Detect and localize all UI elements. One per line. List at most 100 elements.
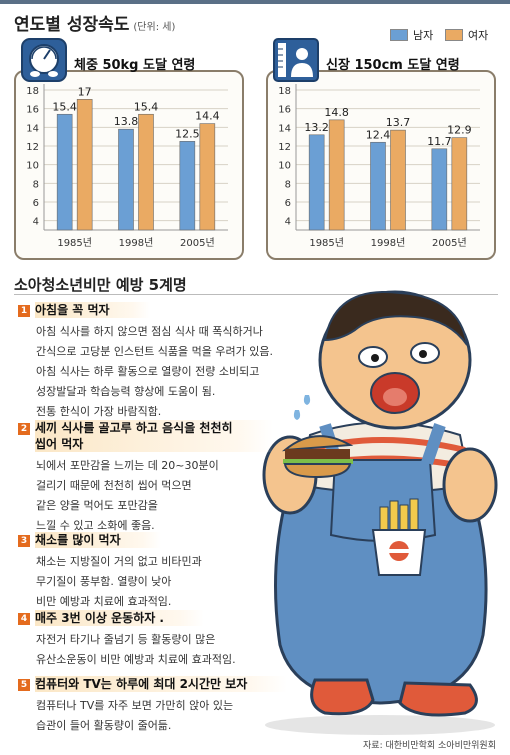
tip-heading: 4 매주 3번 이상 운동하자 .	[18, 610, 204, 626]
data-label: 15.4	[52, 100, 77, 113]
tip-body-line: 뇌에서 포만감을 느끼는 데 20~30분이	[36, 459, 219, 472]
tip-body-line: 컴퓨터나 TV를 자주 보면 가만히 앉아 있는	[36, 699, 234, 712]
tip-title: 컴퓨터와 TV는 하루에 최대 2시간만 보자	[35, 676, 288, 692]
tip-body: 아침 식사를 하지 않으면 점심 식사 때 폭식하거나 간식으로 고당분 인스턴트…	[36, 322, 273, 422]
tip-title: 세끼 식사를 골고루 하고 음식을 천천히 씹어 먹자	[35, 420, 273, 452]
tip-body-line: 자전거 타기나 줄넘기 등 활동량이 많은	[36, 633, 216, 646]
bar-female	[138, 113, 154, 231]
x-tick-label: 2005년	[180, 237, 215, 249]
legend-female: 여자	[445, 27, 488, 43]
y-tick-label: 6	[285, 198, 291, 209]
tip-body-line: 느낄 수 있고 소화에 좋음.	[36, 519, 155, 532]
top-bar	[0, 0, 510, 4]
height-measure-icon	[273, 38, 319, 82]
tip-title: 아침을 꼭 먹자	[35, 302, 150, 318]
tip-title-line: 매주 3번 이상 운동하자 .	[35, 611, 164, 625]
y-tick-label: 12	[278, 142, 291, 153]
section-title: 소아청소년비만 예방 5계명	[14, 276, 187, 294]
bar-female	[199, 123, 216, 231]
weight-chart-title: 체중 50kg 도달 연령	[74, 57, 196, 73]
tip-body-line: 무기질이 풍부함. 열량이 낮아	[36, 575, 172, 588]
tip-number-badge: 4	[18, 613, 30, 625]
section-divider	[14, 294, 498, 295]
data-label: 17	[78, 85, 92, 98]
tip-title: 매주 3번 이상 운동하자 .	[35, 610, 204, 626]
y-tick-label: 12	[26, 142, 39, 153]
tip-number-badge: 5	[18, 679, 30, 691]
tip-title-line: 아침을 꼭 먹자	[35, 303, 110, 317]
y-tick-label: 8	[33, 179, 39, 190]
bar-female	[76, 99, 93, 231]
y-tick-label: 6	[33, 198, 39, 209]
tip-title-line: 씹어 먹자	[35, 437, 84, 451]
data-label: 14.4	[195, 110, 220, 123]
chart-panel-height: 4 6 8 10 12 14 16 18 13.2 14.8 1985년 12.4 13.7 1998년 1…	[266, 70, 496, 260]
tip-heading: 1 아침을 꼭 먹자	[18, 302, 150, 318]
overweight-boy-illustration	[262, 290, 498, 735]
bar-male	[370, 141, 386, 231]
tip-heading: 5 컴퓨터와 TV는 하루에 최대 2시간만 보자	[18, 676, 288, 692]
unit-label: (단위: 세)	[133, 22, 176, 33]
tip-body-line: 전통 한식이 가장 바람직함.	[36, 405, 162, 418]
data-label: 13.2	[304, 121, 329, 134]
y-tick-label: 8	[285, 179, 291, 190]
tip-number-badge: 2	[18, 423, 30, 435]
data-label: 12.5	[175, 127, 200, 140]
bar-female	[328, 119, 345, 231]
weight-chart-header: 체중 50kg 도달 연령	[20, 38, 196, 82]
legend-swatch-male	[390, 29, 408, 41]
y-tick-label: 16	[26, 105, 39, 116]
y-tick-label: 4	[33, 217, 39, 228]
weight-chart: 468101214161815.4171985년13.815.41998년12.…	[26, 84, 228, 249]
tip-title-line: 컴퓨터와 TV는 하루에 최대 2시간만 보자	[35, 677, 248, 691]
page-title: 연도별 성장속도 (단위: 세)	[14, 10, 175, 35]
x-tick-label: 1985년	[57, 237, 92, 249]
y-tick-label: 16	[278, 105, 291, 116]
tip-title-line: 채소를 많이 먹자	[35, 533, 121, 547]
legend-swatch-female	[445, 29, 463, 41]
tip-body-line: 아침 식사를 하지 않으면 점심 식사 때 폭식하거나	[36, 325, 263, 338]
data-label: 11.7	[427, 135, 452, 148]
tip-body-line: 유산소운동이 비만 예방과 치료에 효과적임.	[36, 653, 236, 666]
data-label: 13.7	[386, 116, 411, 129]
y-tick-label: 4	[285, 217, 291, 228]
tip-body-line: 아침 식사는 하루 활동으로 열량이 전량 소비되고	[36, 365, 260, 378]
tip-body-line: 같은 양을 먹어도 포만감을	[36, 499, 158, 512]
height-chart-title: 신장 150cm 도달 연령	[326, 57, 460, 73]
bar-male	[431, 148, 448, 231]
tip-number-badge: 3	[18, 535, 30, 547]
tip-heading: 2 세끼 식사를 골고루 하고 음식을 천천히 씹어 먹자	[18, 420, 273, 452]
y-tick-label: 14	[278, 123, 291, 134]
bar-female	[451, 137, 468, 231]
x-tick-label: 1998년	[119, 237, 154, 249]
source-note: 자료: 대한비만학회 소아비만위원회	[363, 741, 496, 751]
legend-label-female: 여자	[468, 29, 489, 42]
scale-icon	[21, 38, 67, 82]
bar-female	[390, 129, 406, 231]
x-tick-label: 1985년	[309, 237, 344, 249]
x-tick-label: 1998년	[371, 237, 406, 249]
data-label: 12.9	[447, 124, 472, 137]
legend-male: 남자	[390, 27, 433, 43]
bar-male	[56, 113, 73, 231]
height-chart-header: 신장 150cm 도달 연령	[272, 38, 460, 82]
title-text: 연도별 성장속도	[14, 15, 130, 35]
tip-body-line: 성장발달과 학습능력 향상에 도움이 됨.	[36, 385, 216, 398]
tip-number-badge: 1	[18, 305, 30, 317]
y-tick-label: 10	[26, 161, 39, 172]
x-tick-label: 2005년	[432, 237, 467, 249]
tip-body-line: 비만 예방과 치료에 효과적임.	[36, 595, 172, 608]
bar-male	[118, 128, 134, 231]
height-chart: 4 6 8 10 12 14 16 18 13.2 14.8 1985년 12.413.7 1998년 1…	[278, 84, 480, 249]
tip-body-line: 습관이 들어 활동량이 줄어듦.	[36, 719, 172, 732]
data-label: 12.4	[366, 128, 391, 141]
tip-title: 채소를 많이 먹자	[35, 532, 161, 548]
y-tick-label: 18	[26, 86, 39, 97]
tip-body-line: 채소는 지방질이 거의 없고 비타민과	[36, 555, 202, 568]
y-tick-label: 10	[278, 161, 291, 172]
tip-body-line: 걸리기 때문에 천천히 씹어 먹으면	[36, 479, 192, 492]
